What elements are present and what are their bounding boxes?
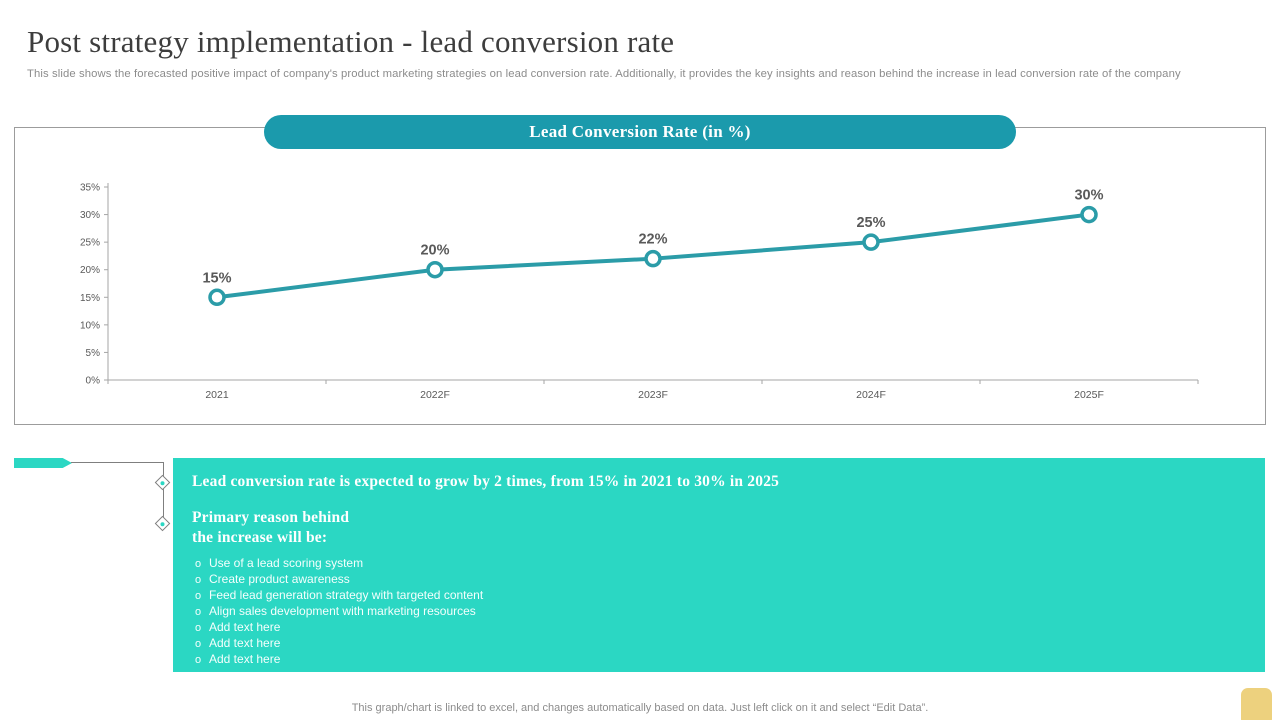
diamond-connector-icon: [154, 515, 171, 532]
insight-bullet-item: o Create product awareness: [192, 572, 1245, 588]
x-category-label: 2022F: [420, 389, 450, 401]
y-tick-label: 10%: [80, 320, 100, 331]
data-point-label: 25%: [856, 215, 885, 231]
insight-bullet-item: o Add text here: [192, 636, 1245, 652]
insight-bullet-text: Feed lead generation strategy with targe…: [209, 588, 484, 602]
insight-headline: Lead conversion rate is expected to grow…: [192, 473, 780, 490]
y-tick-label: 15%: [80, 293, 100, 304]
insight-bullet-item: o Add text here: [192, 652, 1245, 668]
data-point-label: 15%: [202, 270, 231, 286]
insight-bullet-text: Align sales development with marketing r…: [209, 604, 476, 618]
chart-title: Lead Conversion Rate (in %): [529, 122, 751, 141]
insight-bullet-list: o Use of a lead scoring system o Create pro…: [192, 556, 1245, 668]
footer-note: This graph/chart is linked to excel, and…: [351, 702, 929, 714]
insight-bullet-item: o Add text here: [192, 620, 1245, 636]
connector-line-vertical: [163, 462, 164, 524]
data-point-marker[interactable]: [426, 260, 444, 279]
chart-panel[interactable]: 0% 5% 10% 15% 20% 25% 30% 35% 2021 2022F 2023F 2024…: [14, 127, 1266, 425]
data-point-label: 30%: [1074, 188, 1103, 204]
bullet-circle-icon: o: [195, 606, 202, 618]
data-point-label: 20%: [420, 243, 449, 259]
diamond-connector-icon: [154, 474, 171, 491]
bullet-circle-icon: o: [195, 558, 202, 570]
page-title: Post strategy implementation - lead conv…: [27, 24, 675, 59]
insight-box: Lead conversion rate is expected to grow…: [173, 458, 1265, 672]
data-point-marker[interactable]: [644, 249, 662, 268]
lead-conversion-line-chart[interactable]: 0% 5% 10% 15% 20% 25% 30% 35% 2021 2022F 2023F 2024…: [15, 128, 1265, 424]
y-tick-label: 25%: [80, 238, 100, 249]
x-category-label: 2025F: [1074, 389, 1104, 401]
bullet-circle-icon: o: [195, 622, 202, 634]
page-subtitle: This slide shows the forecasted positive…: [27, 68, 1181, 80]
data-point-marker[interactable]: [208, 288, 226, 307]
corner-accent-square: [1241, 688, 1272, 720]
bullet-circle-icon: o: [195, 638, 202, 650]
x-category-label: 2021: [205, 389, 229, 401]
x-category-label: 2023F: [638, 389, 668, 401]
insight-bullet-text: Create product awareness: [209, 572, 350, 586]
insight-bullet-text: Add text here: [209, 620, 281, 634]
data-point-label: 22%: [638, 232, 667, 248]
bullet-circle-icon: o: [195, 654, 202, 666]
insight-reason-line1: Primary reason behind: [192, 509, 350, 526]
y-tick-label: 5%: [86, 348, 101, 359]
connector-line-horizontal: [71, 462, 163, 463]
diamond-dot-icon: [160, 521, 165, 526]
bullet-circle-icon: o: [195, 590, 202, 602]
y-tick-label: 30%: [80, 210, 100, 221]
insight-bullet-text: Add text here: [209, 652, 281, 666]
y-tick-label: 35%: [80, 183, 100, 194]
y-tick-label: 20%: [80, 265, 100, 276]
data-point-marker[interactable]: [862, 233, 880, 251]
insight-bullet-item: o Use of a lead scoring system: [192, 556, 1245, 572]
data-point-marker[interactable]: [1080, 205, 1098, 224]
insight-bullet-item: o Feed lead generation strategy with targ…: [192, 588, 1245, 604]
x-category-label: 2024F: [856, 389, 886, 401]
diamond-dot-icon: [160, 480, 165, 485]
insight-bullet-text: Use of a lead scoring system: [209, 556, 364, 570]
insight-reason-line2: the increase will be:: [192, 529, 328, 546]
insight-reason-heading: Primary reason behind the increase will …: [192, 508, 1245, 548]
chart-title-pill: Lead Conversion Rate (in %): [264, 115, 1016, 149]
y-tick-label: 0%: [86, 376, 101, 387]
insight-bullet-text: Add text here: [209, 636, 281, 650]
arrow-marker-shape: [14, 458, 72, 468]
bullet-circle-icon: o: [195, 574, 202, 586]
insight-bullet-item: o Align sales development with marketing …: [192, 604, 1245, 620]
